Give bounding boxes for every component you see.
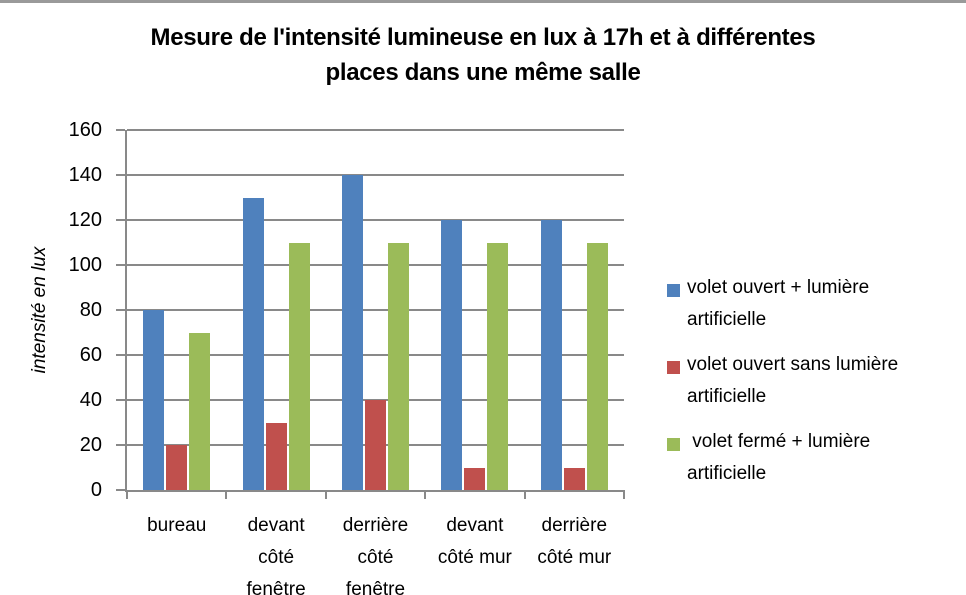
legend-label: volet ouvert sans lumière artificielle <box>687 354 899 407</box>
legend-label: volet fermé + lumière artificielle <box>687 431 871 484</box>
y-tick-60 <box>116 354 125 356</box>
y-tick-100 <box>116 264 125 266</box>
x-axis-label: devant côté mur <box>437 515 512 568</box>
y-tick-label: 140 <box>68 164 102 186</box>
y-tick-40 <box>116 399 125 401</box>
x-tick-2 <box>324 490 327 499</box>
y-tick-label: 0 <box>90 479 102 501</box>
bar-series1-cat5 <box>540 220 562 490</box>
x-tick-3 <box>424 490 427 499</box>
y-tick-20 <box>116 444 125 446</box>
bar-series3-cat3 <box>388 242 409 490</box>
gridline-100 <box>127 264 624 266</box>
y-tick-label: 60 <box>79 344 102 366</box>
y-tick-80 <box>116 309 125 311</box>
y-tick-label: 120 <box>68 209 102 231</box>
y-tick-label: 100 <box>68 254 102 276</box>
x-axis-label: devant côté fenêtre <box>246 515 306 595</box>
x-axis-label: derrière côté mur <box>537 515 612 568</box>
bar-series3-cat2 <box>288 242 310 490</box>
bar-series2-cat4 <box>464 467 486 490</box>
legend-label: volet ouvert + lumière artificielle <box>687 277 870 330</box>
y-tick-label: 40 <box>79 389 102 411</box>
chart-legend: volet ouvert + lumière artificielle volet… <box>667 272 957 503</box>
chart-title: Mesure de l'intensité lumineuse en lux à… <box>150 24 816 86</box>
gridline-80 <box>127 309 624 311</box>
window-top-border <box>0 0 966 3</box>
y-tick-label: 80 <box>79 299 102 321</box>
bar-series2-cat1 <box>166 445 188 490</box>
plot-area: 0 20 40 60 80 100 120 140 160 bureau devant côté f… <box>69 119 625 595</box>
legend-entry: volet ouvert + lumière artificielle <box>667 272 957 336</box>
bar-series1-cat4 <box>441 220 463 490</box>
gridline-120 <box>127 219 624 221</box>
y-tick-140 <box>116 174 125 176</box>
y-tick-label: 20 <box>79 434 102 456</box>
legend-entry: volet ouvert sans lumière artificielle <box>667 349 957 413</box>
y-tick-120 <box>116 219 125 221</box>
bar-series1-cat3 <box>342 175 363 490</box>
gridline-140 <box>127 174 624 176</box>
legend-swatch <box>667 284 680 297</box>
y-tick-160 <box>116 129 125 131</box>
x-tick-4 <box>523 490 526 499</box>
bar-series3-cat5 <box>586 242 608 490</box>
y-tick-label: 160 <box>68 119 102 141</box>
legend-swatch <box>667 361 680 374</box>
x-tick-5 <box>623 490 625 499</box>
legend-swatch <box>667 438 680 451</box>
bar-series2-cat3 <box>365 400 386 490</box>
bar-series1-cat1 <box>143 310 165 490</box>
bar-series3-cat1 <box>189 332 211 490</box>
gridline-60 <box>127 354 624 356</box>
x-axis-label: derrière côté fenêtre <box>342 515 409 595</box>
x-tick-1 <box>225 490 228 499</box>
bar-series3-cat4 <box>487 242 509 490</box>
gridline-160 <box>127 129 624 131</box>
x-tick-0 <box>126 490 128 499</box>
bar-series1-cat2 <box>242 197 264 490</box>
legend-entry: volet fermé + lumière artificielle <box>667 426 957 490</box>
bar-series2-cat5 <box>563 467 585 490</box>
x-axis-label: bureau <box>147 515 207 536</box>
bar-series2-cat2 <box>265 422 287 490</box>
y-tick-0 <box>116 489 125 491</box>
